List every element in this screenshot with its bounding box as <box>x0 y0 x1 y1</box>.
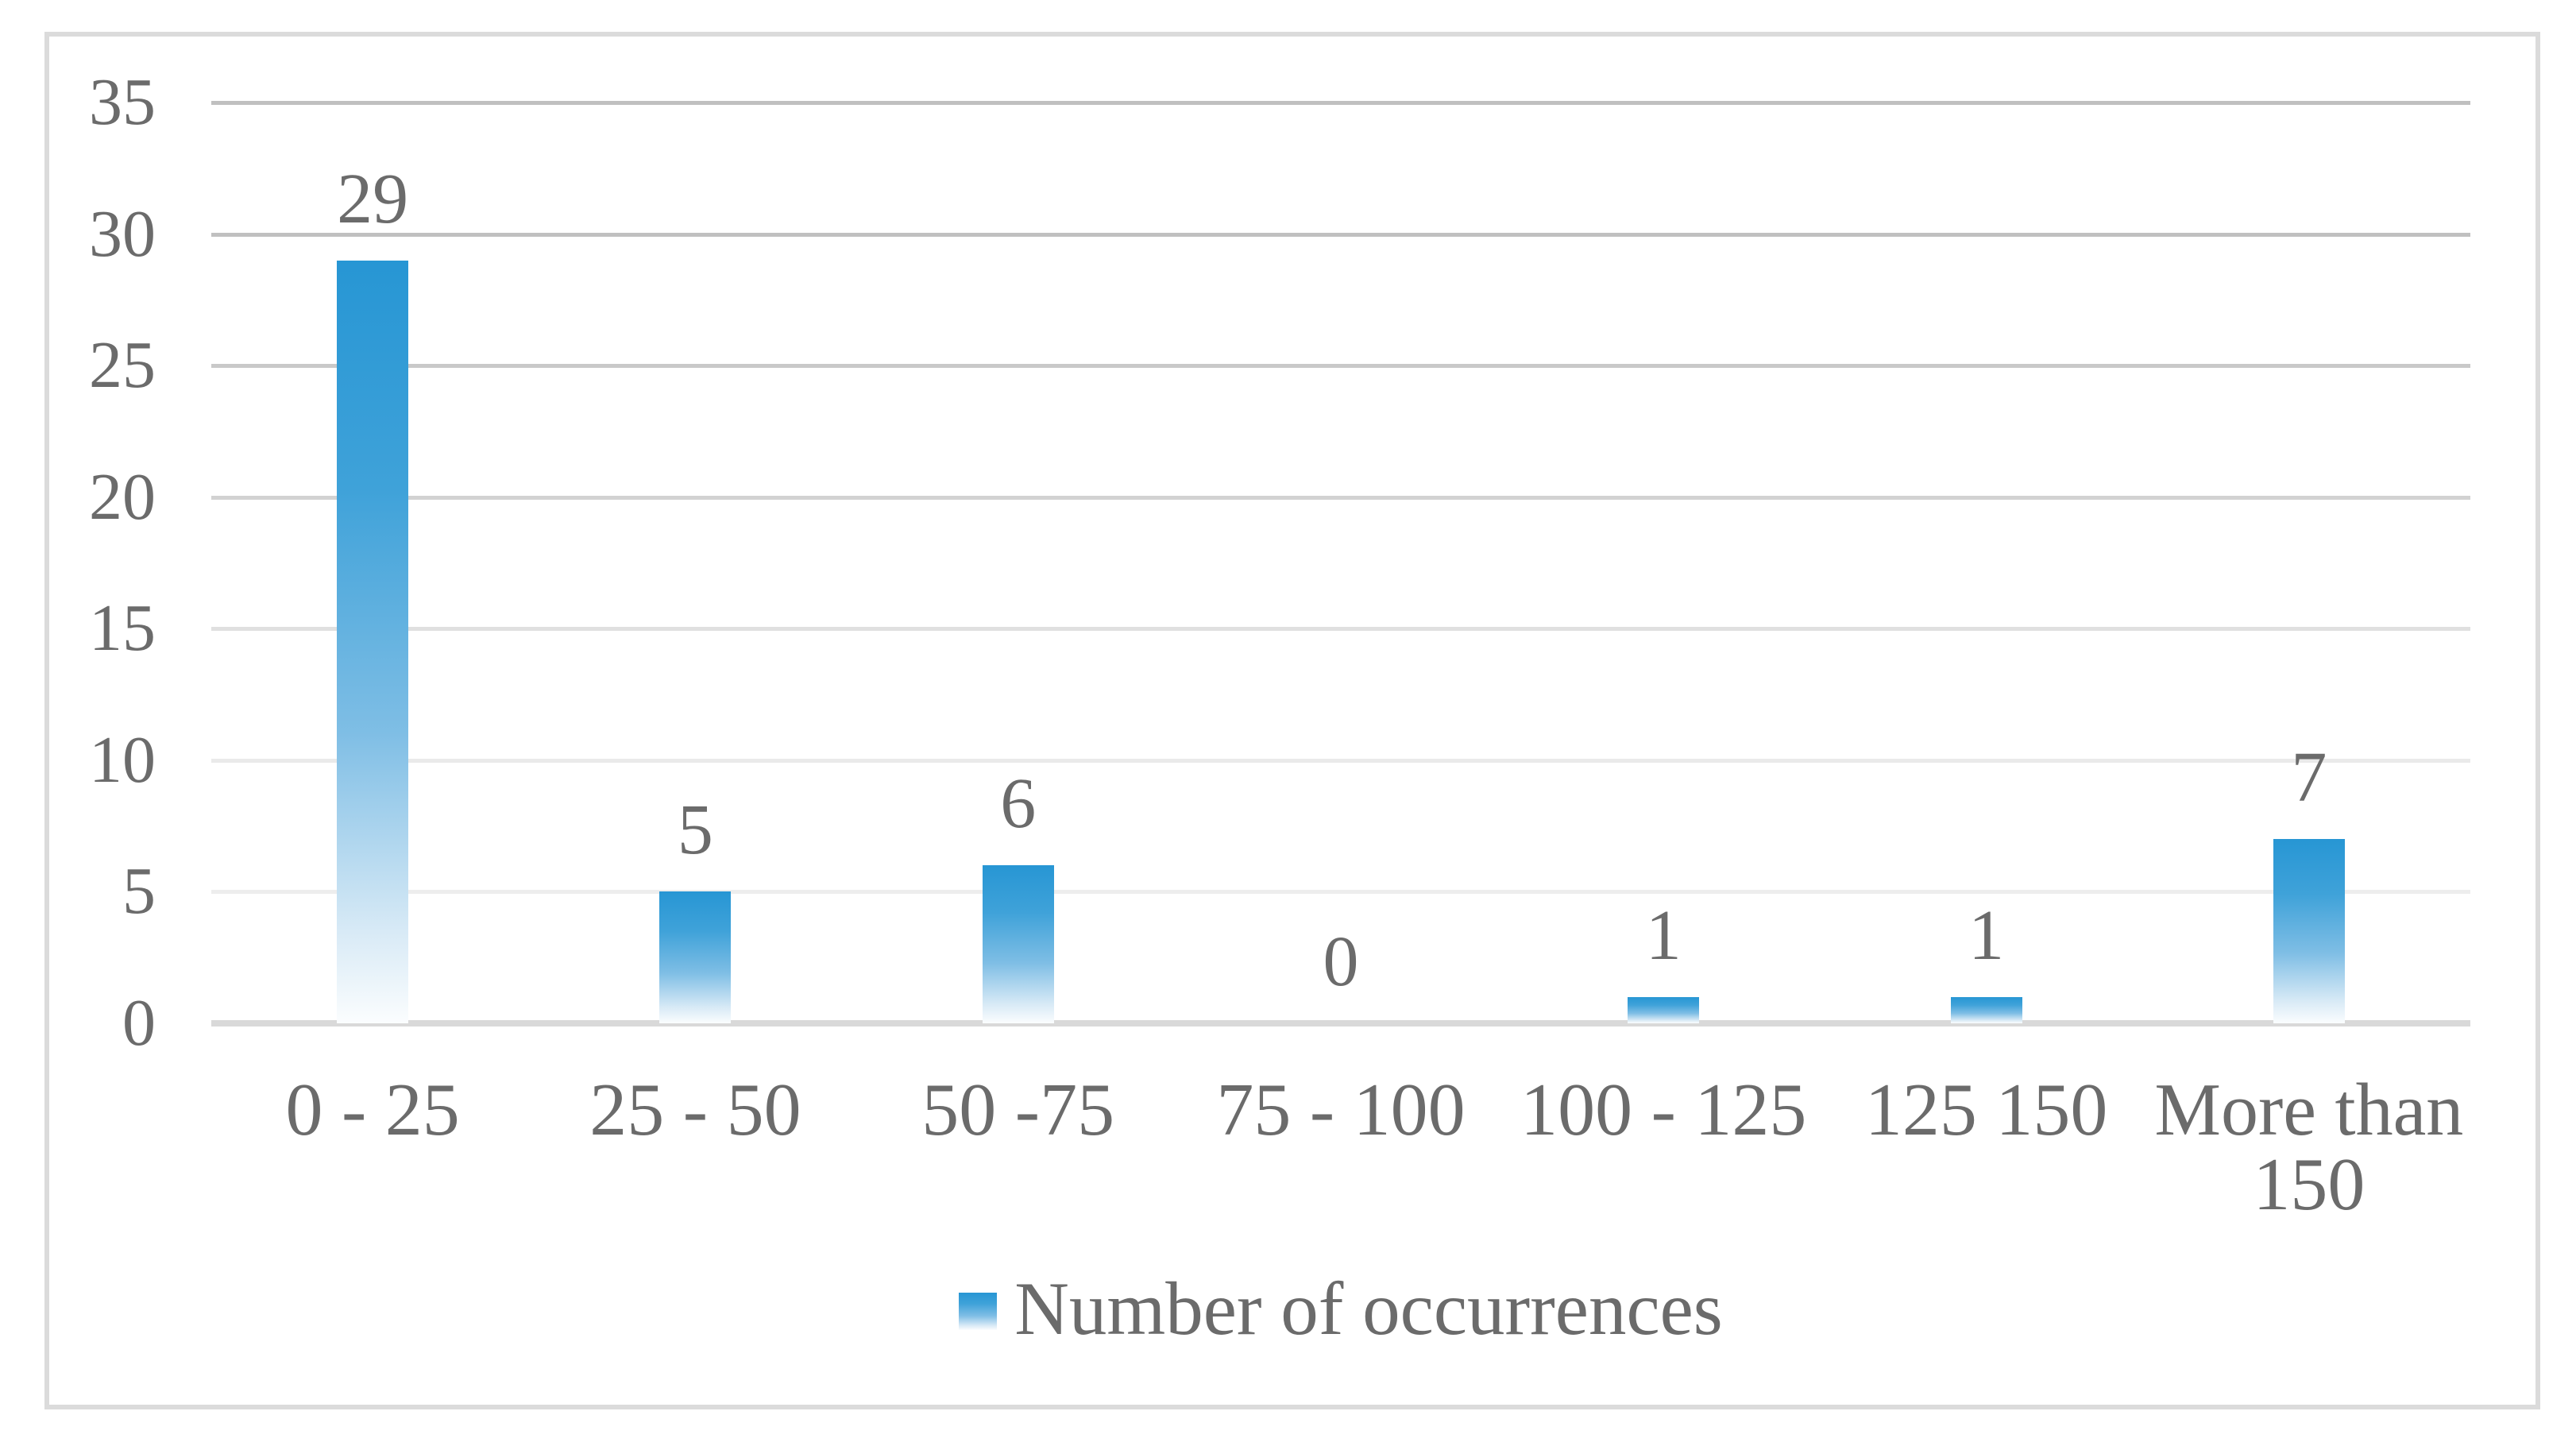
data-label: 1 <box>1645 895 1682 975</box>
y-axis-tick-label: 5 <box>122 854 156 929</box>
gridline <box>211 495 2470 500</box>
y-axis-tick-label: 35 <box>89 65 156 139</box>
bar <box>2273 839 2345 1023</box>
bar <box>659 891 732 1023</box>
legend-series-label: Number of occurrences <box>1014 1266 1723 1351</box>
gridline <box>211 232 2470 237</box>
x-axis-category-label: 75 - 100 <box>1216 1069 1466 1151</box>
data-label: 29 <box>337 159 409 238</box>
bar-slot: 7 <box>2148 102 2470 1023</box>
x-axis-category-label: More than 150 <box>2154 1069 2464 1226</box>
data-label: 0 <box>1323 922 1359 1001</box>
y-axis-tick-label: 15 <box>89 591 156 666</box>
legend: Number of occurrences <box>211 1265 2470 1352</box>
gridline <box>211 101 2470 105</box>
x-axis-category-label: 100 - 125 <box>1520 1069 1807 1151</box>
bar-slot: 0 <box>1180 102 1502 1023</box>
bar <box>337 260 409 1023</box>
gridline <box>211 627 2470 632</box>
x-axis-category-label: 125 150 <box>1864 1069 2108 1151</box>
legend-swatch-icon <box>959 1292 998 1330</box>
x-axis-category-label: 25 - 50 <box>589 1069 801 1151</box>
x-axis-category-labels: 0 - 25 25 - 50 50 -75 75 - 100 100 - 125 125 … <box>211 1073 2470 1255</box>
bar <box>1628 996 1700 1023</box>
x-axis-category-label: 50 -75 <box>921 1069 1115 1151</box>
x-axis-line <box>211 1020 2470 1027</box>
data-label: 5 <box>677 791 713 870</box>
y-axis-tick-label: 20 <box>89 459 156 534</box>
y-axis-tick-label: 30 <box>89 196 156 271</box>
data-label: 7 <box>2291 738 2327 818</box>
gridline <box>211 890 2470 895</box>
x-axis-category-label: 0 - 25 <box>285 1069 460 1151</box>
bar-slot: 6 <box>857 102 1180 1023</box>
bar <box>982 865 1054 1023</box>
data-label: 6 <box>1000 764 1037 844</box>
bar <box>1950 996 2022 1023</box>
gridline <box>211 758 2470 763</box>
gridline <box>211 364 2470 369</box>
chart-frame <box>44 32 2540 1409</box>
data-label: 1 <box>1968 895 2005 975</box>
y-axis-tick-label: 0 <box>122 986 156 1060</box>
bar-slot: 29 <box>211 102 534 1023</box>
bar-slot: 1 <box>1825 102 2147 1023</box>
bar-slot: 5 <box>534 102 856 1023</box>
bar-slot: 1 <box>1502 102 1825 1023</box>
y-axis-tick-label: 10 <box>89 722 156 797</box>
plot-area: 29 5 6 0 1 1 7 <box>211 101 2470 1027</box>
y-axis-tick-label: 25 <box>89 328 156 403</box>
